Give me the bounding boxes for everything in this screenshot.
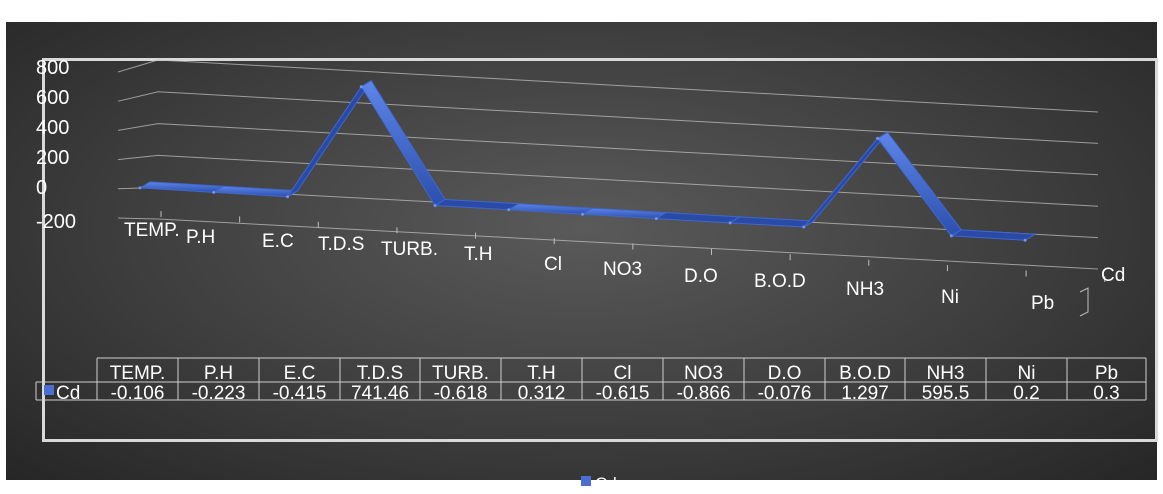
y-tick-label: 800 [36,57,69,79]
table-header-cell: NH3 [926,363,964,384]
gridline [117,154,1099,207]
table-header-cell: D.O [768,363,802,384]
table-header-cell: T.D.S [357,363,403,384]
gridline [117,123,1099,176]
gridline [117,59,1099,113]
x-tick-label: NH3 [846,279,884,300]
depth-axis-label: Cd [1101,265,1125,286]
ribbon-segment [949,229,1037,241]
data-point-bod [802,225,806,229]
chart-area: 800 600 400 200 0 -200 TEMP. P.H E.C T.D.S TURB. T… [6,22,1158,493]
table-value-cell: 0.2 [1013,383,1039,404]
data-point-ph [212,190,216,194]
ribbon-segment [433,198,521,211]
gridline [117,217,1099,270]
x-tick-label: Ni [941,287,959,308]
table-value-cell: -0.223 [192,383,246,404]
y-tick-label: 600 [36,87,69,109]
x-tick-label: P.H [186,227,215,248]
ribbon-segment [287,80,372,198]
plot-frame [42,58,1158,442]
ribbon-segment [876,131,963,237]
ribbon-segment [728,216,816,228]
data-point-th [507,208,511,212]
data-point-ec [286,195,290,199]
ribbon-segment [654,212,742,224]
y-tick-label: -200 [36,211,76,233]
x-tick-label: NO3 [603,259,642,280]
x-tick-label: B.O.D [754,271,806,292]
x-tick-label: Pb [1031,293,1054,314]
ribbon-segment [138,181,226,193]
data-point-temp [138,186,142,190]
data-point-ni [949,234,953,238]
x-tick-label: Cl [544,254,562,275]
x-tick-label: D.O [684,266,718,287]
x-tick-label: TEMP. [124,220,180,241]
y-tick-label: 200 [36,147,69,169]
table-value-cell: -0.615 [596,383,650,404]
data-point-no3 [654,217,658,221]
table-header-cell: NO3 [684,363,723,384]
data-point-tds [359,85,363,89]
data-point-turb [433,203,437,207]
ribbon-segment [580,207,668,220]
table-header-cell: TURB. [432,363,489,384]
data-table: TEMP.-0.106 P.H-0.223 E.C-0.415 T.D.S741.46… [35,357,1147,404]
depth-axis-line [1079,287,1089,317]
data-point-pb [1023,238,1027,242]
data-point-nh3 [876,136,880,140]
table-value-cell: -0.415 [273,383,327,404]
x-tick-label: T.H [464,244,493,265]
table-value-cell: 741.46 [351,383,409,404]
table-header-cell: B.O.D [839,363,891,384]
table-header-cell: Pb [1095,363,1118,384]
gridline [117,91,1099,144]
table-value-cell: -0.866 [677,383,731,404]
legend-label-cd: Cd [595,474,617,493]
table-value-cell: -0.618 [434,383,488,404]
x-tick-label: E.C [262,231,294,252]
table-header-cell: Ni [1018,363,1036,384]
data-point-do [728,221,732,225]
table-header-cell: P.H [204,363,233,384]
legend-swatch-cd [581,476,591,486]
y-tick-label: 400 [36,117,69,139]
table-value-cell: 595.5 [922,383,970,404]
data-point-cl [581,212,585,216]
ribbon-segment [507,203,595,215]
title-strip [0,0,1163,22]
table-legend-swatch [44,385,54,395]
x-tick-label: TURB. [381,239,438,260]
ribbon-segment [360,80,446,207]
depth-axis: Cd [1079,265,1125,317]
table-header-cell: T.H [527,363,556,384]
table-header-cell: TEMP. [110,363,166,384]
table-value-cell: 1.297 [841,383,889,404]
series-ribbon [138,80,1037,242]
legend: Cd [581,474,617,494]
table-value-cell: 0.3 [1093,383,1119,404]
table-header-cell: Cl [614,363,632,384]
x-tick-labels: TEMP. P.H E.C T.D.S TURB. T.H Cl NO3 D.O B.O.D NH3… [124,211,1106,314]
y-tick-labels: 800 600 400 200 0 -200 [36,57,76,233]
x-tick-label: T.D.S [318,234,364,255]
table-row-label: Cd [56,383,80,404]
ribbon-segment [212,185,300,198]
table-header-cell: E.C [284,363,316,384]
y-tick-label: 0 [36,177,47,199]
table-value-cell: -0.106 [111,383,165,404]
ribbon-segment [803,131,888,228]
table-value-cell: -0.076 [758,383,812,404]
table-value-cell: 0.312 [518,383,566,404]
